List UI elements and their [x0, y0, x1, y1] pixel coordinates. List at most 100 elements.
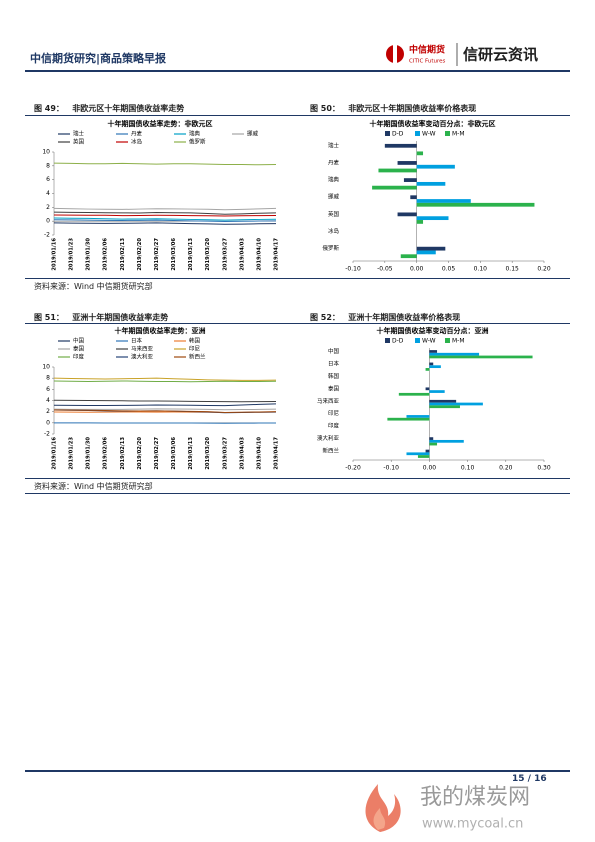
y-tick-label: 0: [46, 419, 50, 426]
x-tick-label: 2019/02/13: [120, 437, 126, 470]
y-tick-label: 泰国: [328, 384, 340, 392]
series-line: [53, 217, 277, 221]
watermark-name: 我的煤炭网: [420, 785, 530, 810]
legend-label: 泰国: [73, 345, 85, 353]
y-tick-label: 8: [46, 162, 50, 169]
series-line: [53, 207, 277, 211]
x-tick-label: 0.15: [505, 266, 519, 273]
watermark: 我的煤炭网 www.mycoal.cn: [365, 784, 530, 832]
chart-title: 十年期国债收益率变动百分点：亚洲: [377, 326, 489, 335]
bar: [429, 439, 464, 443]
x-tick-label: 0.30: [537, 465, 551, 472]
logo-cn: 中信期货: [409, 44, 445, 56]
y-tick-label: 印度: [328, 422, 340, 430]
legend-label: M-M: [452, 338, 465, 345]
y-tick-label: 瑞典: [328, 176, 340, 184]
x-tick-label: 2019/02/27: [154, 238, 160, 271]
legend-swatch: [415, 131, 420, 136]
legend-label: 俄罗斯: [189, 138, 206, 146]
bar: [378, 168, 417, 173]
bar: [429, 399, 457, 403]
y-tick-label: 6: [46, 176, 50, 183]
bar: [397, 212, 417, 217]
y-tick-label: 2: [46, 408, 50, 415]
legend-label: 英国: [73, 138, 85, 146]
bar: [429, 352, 480, 356]
bar: [425, 368, 430, 371]
bar: [416, 151, 424, 156]
y-tick-label: 10: [42, 149, 50, 156]
y-tick-label: 4: [46, 397, 50, 404]
bar: [397, 161, 417, 165]
x-tick-label: 2019/04/17: [274, 437, 280, 470]
bar: [400, 254, 417, 259]
x-tick-label: -0.10: [345, 266, 361, 273]
x-tick-label: 2019/03/06: [171, 437, 177, 470]
rule: [25, 493, 570, 494]
x-tick-label: 2019/04/03: [239, 437, 245, 470]
bar: [416, 199, 471, 203]
bar: [387, 417, 430, 421]
logo: 中信期货 CITIC Futures 信研云资讯: [386, 43, 538, 66]
bar: [425, 387, 430, 391]
bar: [429, 365, 441, 369]
series-line: [53, 408, 277, 411]
legend-label: 新西兰: [189, 353, 206, 361]
y-tick-label: 0: [46, 218, 50, 225]
x-tick-label: -0.10: [383, 465, 399, 472]
x-tick-label: 2019/02/20: [137, 437, 143, 470]
rule: [25, 278, 570, 279]
series-line: [53, 211, 277, 215]
chart: 十年期国债收益率变动百分点：非欧元区 D-D W-W M-M -0.10 -0.05 0.0…: [322, 119, 550, 273]
y-tick-label: 新西兰: [322, 447, 339, 455]
y-tick-label: 俄罗斯: [322, 244, 339, 252]
x-tick-label: 2019/03/13: [188, 437, 194, 470]
legend-label: 中国: [73, 337, 85, 345]
legend-label: 冰岛: [131, 138, 143, 146]
figure-caption: 图 51： 亚洲十年期国债收益率走势: [34, 313, 169, 322]
series-line: [53, 214, 277, 217]
x-tick-label: 0.10: [474, 266, 488, 273]
bar: [429, 362, 434, 366]
rule: [25, 478, 570, 479]
y-tick-label: 英国: [328, 210, 340, 218]
header-rule: [25, 70, 570, 72]
series-line: [53, 399, 277, 403]
header-title: 中信期货研究|商品策略早报: [30, 52, 167, 65]
bar: [406, 452, 430, 456]
series-line: [53, 403, 277, 407]
logo-en: CITIC Futures: [409, 59, 446, 65]
source: 资料来源：Wind 中信期货研究部: [34, 282, 153, 291]
series-line: [53, 377, 277, 381]
series-line: [53, 219, 277, 223]
legend-label: 韩国: [189, 337, 201, 345]
legend-label: 印尼: [189, 346, 201, 353]
y-tick-label: 韩国: [328, 372, 340, 380]
bar: [416, 220, 424, 224]
x-tick-label: 2019/04/10: [256, 238, 262, 271]
legend-label: D-D: [392, 338, 404, 345]
chart-title: 十年期国债收益率走势：亚洲: [115, 326, 206, 335]
legend-label: D-D: [392, 131, 404, 138]
legend-label: 日本: [131, 337, 143, 345]
y-tick-label: 6: [46, 386, 50, 393]
y-tick-label: 瑞士: [328, 141, 340, 149]
brand: 信研云资讯: [463, 46, 538, 64]
series-line: [53, 162, 277, 166]
legend-swatch: [385, 338, 390, 343]
source: 资料来源：Wind 中信期货研究部: [34, 482, 153, 491]
series-line: [53, 409, 277, 414]
chart: 十年期国债收益率变动百分点：亚洲 D-D W-W M-M -0.20 -0.10 0.00 0…: [317, 326, 551, 472]
x-tick-label: 2019/03/06: [171, 238, 177, 271]
bar: [416, 202, 535, 207]
y-tick-label: 冰岛: [328, 227, 340, 235]
bar: [416, 164, 455, 169]
x-tick-label: 2019/03/27: [222, 437, 228, 470]
x-tick-label: -0.20: [345, 465, 361, 472]
y-tick-label: 8: [46, 375, 50, 382]
bar: [429, 390, 445, 393]
legend-label: 丹麦: [131, 130, 143, 138]
bar: [406, 415, 430, 418]
